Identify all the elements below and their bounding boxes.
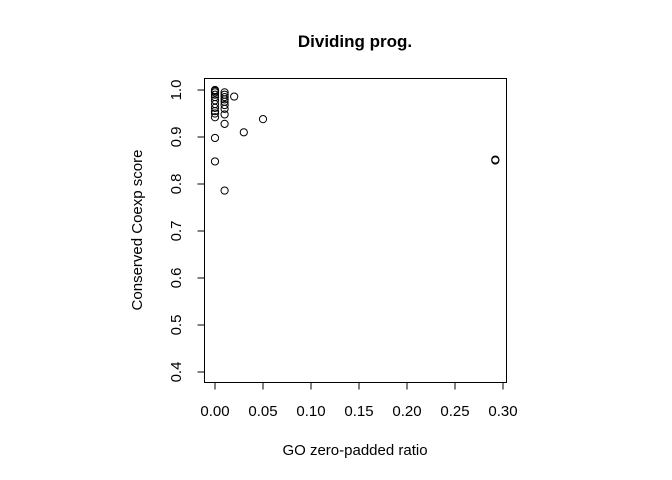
data-point bbox=[220, 119, 229, 128]
x-tick-label: 0.00 bbox=[200, 403, 229, 420]
data-point bbox=[258, 115, 268, 124]
data-point bbox=[220, 100, 229, 110]
data-point bbox=[220, 104, 229, 113]
points-layer bbox=[210, 85, 500, 195]
data-point bbox=[220, 92, 229, 102]
data-point bbox=[210, 90, 220, 99]
y-tick-label: 0.8 bbox=[168, 174, 185, 195]
data-point bbox=[210, 113, 220, 122]
data-point bbox=[210, 103, 220, 112]
data-point bbox=[239, 128, 248, 137]
data-point bbox=[230, 92, 239, 101]
data-point bbox=[220, 186, 229, 195]
y-tick-label: 0.5 bbox=[168, 315, 185, 336]
y-tick-label: 0.4 bbox=[168, 362, 185, 383]
data-point bbox=[220, 95, 229, 104]
data-point bbox=[210, 157, 220, 166]
data-point bbox=[491, 156, 500, 165]
chart-title: Dividing prog. bbox=[298, 32, 412, 51]
x-axis: 0.00 0.05 0.10 0.15 0.20 0.25 0.30 bbox=[200, 382, 518, 420]
x-axis-label: GO zero-padded ratio bbox=[282, 442, 427, 459]
x-tick-label: 0.10 bbox=[296, 403, 325, 420]
data-point bbox=[210, 107, 220, 116]
data-point bbox=[210, 88, 220, 97]
y-axis: 0.4 0.5 0.6 0.7 0.8 0.9 1.0 bbox=[168, 80, 205, 383]
data-point bbox=[210, 109, 220, 118]
x-tick-label: 0.30 bbox=[488, 403, 517, 420]
y-tick-label: 0.9 bbox=[168, 127, 185, 148]
x-tick-label: 0.25 bbox=[440, 403, 469, 420]
x-tick-label: 0.20 bbox=[392, 403, 421, 420]
x-tick-label: 0.05 bbox=[248, 403, 277, 420]
plot-frame bbox=[204, 78, 507, 383]
y-axis-label: Conserved Coexp score bbox=[129, 150, 146, 311]
y-tick-label: 0.6 bbox=[168, 268, 185, 289]
data-point bbox=[220, 110, 229, 119]
y-tick-label: 0.7 bbox=[168, 221, 185, 242]
y-tick-label: 1.0 bbox=[168, 80, 185, 101]
x-tick-label: 0.15 bbox=[344, 403, 373, 420]
data-point bbox=[210, 133, 220, 143]
